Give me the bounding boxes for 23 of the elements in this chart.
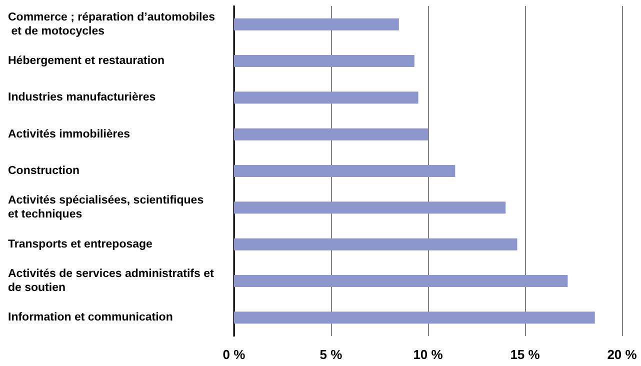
bar	[234, 18, 399, 30]
bar	[234, 165, 456, 177]
y-tick-label: Activités de services administratifs et de soutien	[8, 268, 218, 294]
bar	[234, 275, 568, 287]
y-tick-label: Activités immobilières	[8, 128, 130, 140]
y-tick-label: Commerce ; réparation d’automobiles et de motocycles	[8, 11, 216, 38]
x-tick-label: 15 %	[510, 347, 540, 362]
y-tick-label: Transports et entreposage	[8, 238, 152, 250]
bar	[234, 92, 418, 104]
y-tick-label: Information et communication	[8, 312, 173, 324]
bar	[234, 128, 428, 140]
bar	[234, 202, 506, 214]
y-tick-label: Hébergement et restauration	[8, 55, 165, 67]
y-tick-label: Construction	[8, 165, 80, 177]
x-tick-label: 10 %	[413, 347, 444, 362]
y-tick-label: Activités spécialisées, scientifiques et techniques	[8, 194, 207, 221]
y-tick-label: Industries manufacturières	[8, 92, 156, 104]
bar	[234, 312, 595, 324]
x-tick-label: 20 %	[607, 347, 638, 362]
bar	[234, 238, 518, 250]
x-tick-label: 0 %	[222, 347, 246, 362]
x-tick-label: 5 %	[320, 347, 343, 362]
bar	[234, 55, 414, 67]
